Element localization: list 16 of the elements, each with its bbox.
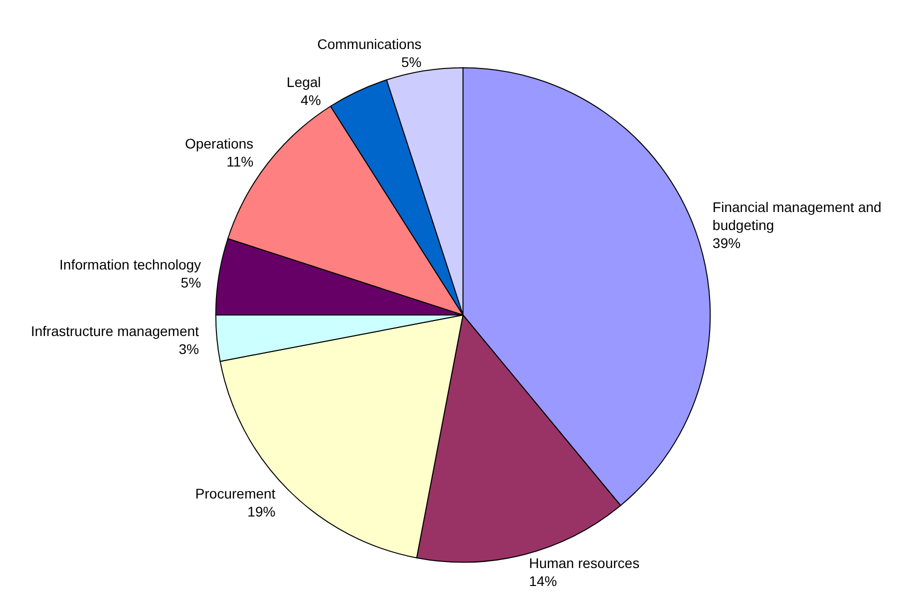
data-label: 19% <box>247 504 276 520</box>
data-label: 5% <box>180 274 202 291</box>
data-label: 4% <box>300 92 321 108</box>
slice-label: Human resources <box>528 554 640 571</box>
slice-label: Operations <box>184 135 254 152</box>
data-label: 3% <box>178 340 199 357</box>
slice-label: Infrastructure management <box>30 322 200 339</box>
data-label: 5% <box>401 54 422 70</box>
data-label: 39% <box>712 235 741 252</box>
slice-label: Procurement <box>195 486 276 502</box>
slice-label: Legal <box>286 74 321 90</box>
slice-label: Financial management and budgeting <box>712 199 886 234</box>
slice-label: Communications <box>317 36 422 52</box>
data-label: 11% <box>226 153 254 170</box>
data-label: 14% <box>528 572 557 589</box>
slice-label: Information technology <box>59 256 202 273</box>
